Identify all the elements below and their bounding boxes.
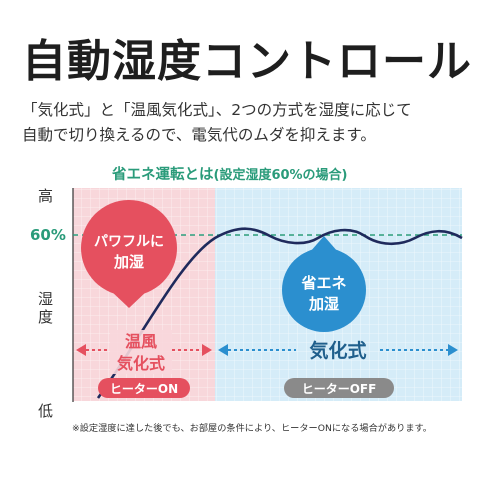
heater-on-label: ヒーターON [110,382,178,396]
mode-warm-air-line-1: 温風 [124,332,157,351]
diagram-title-sub: (設定湿度60%の場合) [213,168,348,183]
bubble-eco: 省エネ 加湿 [282,236,366,332]
mode-warm-air-line-2: 気化式 [117,354,165,373]
y-label-low: 低 [38,402,54,420]
y-axis-label-2: 度 [38,308,54,326]
arrow-warm-air [76,344,212,356]
description-line-1: 「気化式」と「温風気化式」、2つの方式を湿度に応じて [22,101,412,119]
heater-on-pill [98,378,190,398]
bubble-eco-line-1: 省エネ [300,274,346,292]
bubble-powerful-line-1: パワフルに [94,234,164,250]
bubble-powerful: パワフルに 加湿 [81,200,177,308]
bubble-eco-line-2: 加湿 [308,295,339,313]
heater-off-label: ヒーターOFF [302,382,377,396]
footnote: ※設定湿度に達した後でも、お部屋の条件により、ヒーターONになる場合があります。 [72,423,432,434]
mode-vaporization: 気化式 [309,339,366,362]
description: 「気化式」と「温風気化式」、2つの方式を湿度に応じて 自動で切り換えるので、電気… [22,98,492,148]
page-title: 自動湿度コントロール [22,36,472,87]
y-label-high: 高 [38,187,54,205]
heater-off-pill [284,378,394,398]
y-axis-label-1: 湿 [38,290,54,308]
diagram-title-main: 省エネ運転とは [112,167,214,183]
description-line-2: 自動で切り換えるので、電気代のムダを抑えます。 [22,126,376,144]
humidity-curve [96,227,463,399]
y-label-60: 60% [30,226,66,244]
mode-left-bg [110,330,172,374]
arrow-vaporization [218,344,458,356]
diagram-title: 省エネ運転とは(設定湿度60%の場合) [112,163,472,184]
bubble-powerful-line-2: 加湿 [113,253,144,271]
